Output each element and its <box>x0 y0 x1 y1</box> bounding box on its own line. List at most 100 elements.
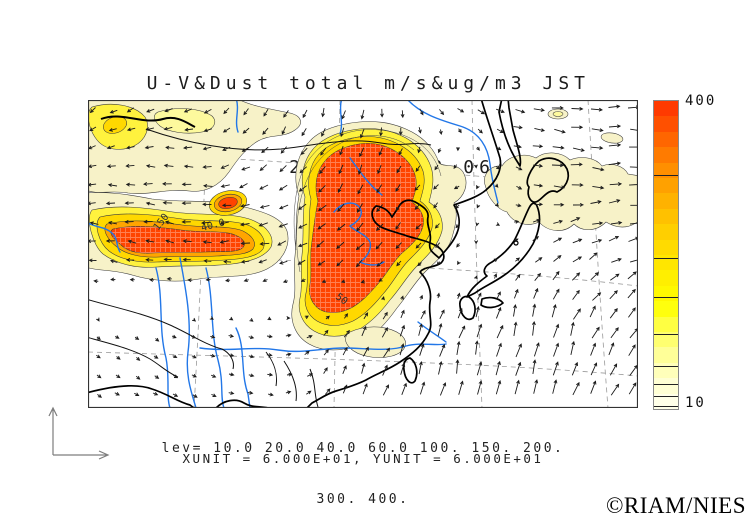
wind-arrow <box>210 334 216 339</box>
colorbar-segment <box>654 224 678 241</box>
wind-arrow <box>220 164 230 169</box>
wind-arrow <box>266 353 273 357</box>
wind-arrow <box>261 146 269 154</box>
wind-arrow <box>417 146 422 154</box>
wind-arrow <box>629 327 639 339</box>
wind-arrow <box>88 258 97 263</box>
wind-arrow <box>420 310 426 320</box>
wind-arrow <box>552 145 565 150</box>
wind-arrow <box>153 355 159 359</box>
wind-arrow <box>572 256 583 263</box>
wind-arrow <box>286 372 293 377</box>
wind-arrow <box>149 277 155 282</box>
wind-arrow <box>474 240 479 245</box>
colorbar-segment <box>654 178 678 194</box>
wind-arrow <box>339 145 344 156</box>
wind-arrow <box>608 124 622 129</box>
wind-arrow <box>532 144 544 149</box>
wind-arrow <box>589 252 598 260</box>
border-line <box>283 360 297 402</box>
wind-arrow <box>258 222 268 227</box>
wind-arrow <box>223 259 232 264</box>
wind-arrow <box>494 183 499 188</box>
wind-arrow <box>278 204 289 210</box>
graticule-line <box>87 351 639 377</box>
wind-arrow <box>415 242 422 249</box>
wind-arrow <box>608 161 622 166</box>
wind-arrow <box>495 165 501 170</box>
wind-arrow <box>187 278 193 283</box>
wind-arrow <box>533 108 545 112</box>
wind-arrow <box>165 239 175 244</box>
wind-arrow <box>340 279 346 284</box>
contour-levels-line2: 300. 400. <box>316 492 410 507</box>
wind-arrow <box>241 146 250 152</box>
wind-arrow <box>535 257 543 263</box>
contour-ring <box>293 129 442 251</box>
wind-arrow <box>135 375 141 380</box>
river <box>235 327 251 409</box>
wind-arrow <box>202 202 212 207</box>
wind-arrow <box>203 128 212 133</box>
wind-arrow <box>515 203 522 208</box>
wind-arrow <box>495 222 501 226</box>
coastline <box>526 157 570 203</box>
dust-region-west-hatch <box>110 226 245 254</box>
wind-arrow <box>129 277 135 282</box>
dust-region-central-hatch <box>309 143 424 313</box>
wind-arrow <box>570 217 581 223</box>
wind-arrow <box>377 164 382 175</box>
wind-arrow <box>183 164 194 169</box>
wind-arrow <box>108 220 117 225</box>
wind-arrow <box>163 163 174 168</box>
wind-arrow <box>415 223 422 230</box>
wind-arrow <box>278 223 288 228</box>
wind-arrow <box>591 146 604 150</box>
wind-arrow <box>300 278 306 282</box>
wind-arrow <box>164 108 173 113</box>
wind-arrow <box>286 316 291 320</box>
wind-arrow <box>278 184 288 191</box>
x-axis-arrow <box>53 450 110 460</box>
colorbar-tick <box>654 296 678 298</box>
wind-arrow <box>534 127 546 132</box>
wind-arrow <box>267 372 274 377</box>
wind-arrow <box>589 305 596 318</box>
wind-arrow <box>203 183 213 188</box>
wind-arrow <box>474 275 478 280</box>
border-line <box>145 128 432 151</box>
wind-arrow <box>572 147 585 152</box>
wind-arrow <box>630 128 643 133</box>
wind-arrow <box>155 337 160 342</box>
river <box>179 257 197 409</box>
wind-arrow <box>414 184 421 191</box>
coastline <box>402 357 418 384</box>
wind-arrow <box>382 384 389 396</box>
wind-arrow <box>532 236 540 242</box>
wind-arrow <box>183 108 193 113</box>
wind-arrow <box>515 109 526 114</box>
wind-arrow <box>476 146 480 151</box>
wind-arrow <box>219 239 229 244</box>
wind-arrow <box>263 108 269 117</box>
wind-arrow <box>361 325 367 337</box>
wind-arrow <box>96 374 102 379</box>
wind-arrow <box>239 183 248 189</box>
wind-arrow <box>342 346 348 356</box>
wind-arrow <box>395 242 402 250</box>
unit-info: XUNIT = 6.000E+01, YUNIT = 6.000E+01 <box>182 451 544 466</box>
wind-arrow <box>145 127 155 131</box>
wind-arrow <box>172 393 179 397</box>
wind-arrow <box>438 360 443 375</box>
wind-arrow <box>192 317 197 322</box>
wind-arrow <box>609 363 618 376</box>
wind-arrow <box>514 379 520 395</box>
wind-arrow <box>240 259 250 264</box>
wind-arrow <box>106 164 116 169</box>
coastline <box>466 202 541 298</box>
wind-arrow <box>495 146 502 151</box>
wind-arrow <box>173 374 179 379</box>
wind-arrow <box>109 109 118 114</box>
wind-arrow <box>570 321 575 336</box>
wind-arrow <box>182 239 192 244</box>
